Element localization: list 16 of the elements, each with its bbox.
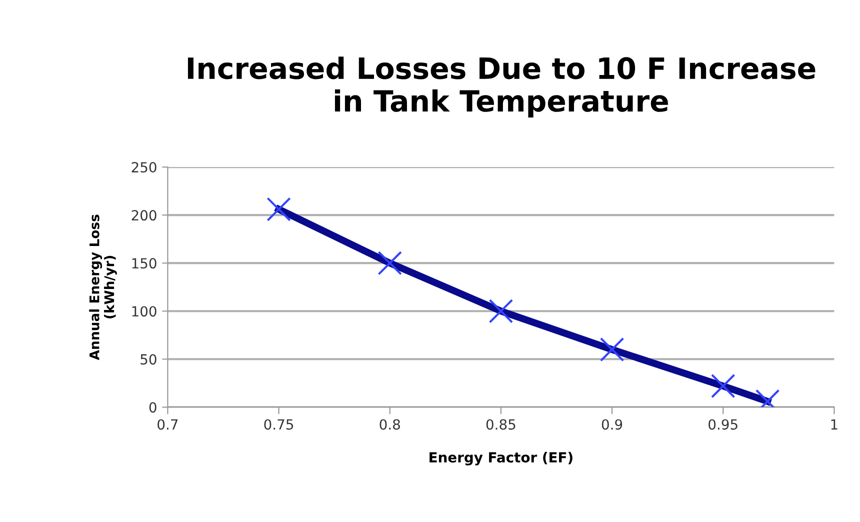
x-tick-label: 0.75 [264, 419, 294, 430]
y-tick-label: 200 [132, 210, 156, 221]
y-tick-label: 0 [149, 402, 156, 413]
y-axis-title: Annual Energy Loss (kWh/yr) [89, 214, 117, 360]
y-tick-label: 250 [132, 162, 156, 173]
y-tick-label: 150 [132, 258, 156, 269]
x-tick-label: 0.9 [602, 419, 622, 430]
y-tick-label: 100 [132, 306, 156, 317]
x-tick-label: 0.7 [158, 419, 178, 430]
x-tick-label: 0.8 [380, 419, 400, 430]
x-tick-label: 1 [831, 419, 838, 430]
chart-title: Increased Losses Due to 10 F Increase in Tank Temperature [188, 56, 816, 118]
x-axis-title: Energy Factor (EF) [430, 452, 572, 466]
x-tick-label: 0.85 [486, 419, 516, 430]
y-tick-label: 50 [140, 354, 156, 365]
x-tick-label: 0.95 [708, 419, 738, 430]
